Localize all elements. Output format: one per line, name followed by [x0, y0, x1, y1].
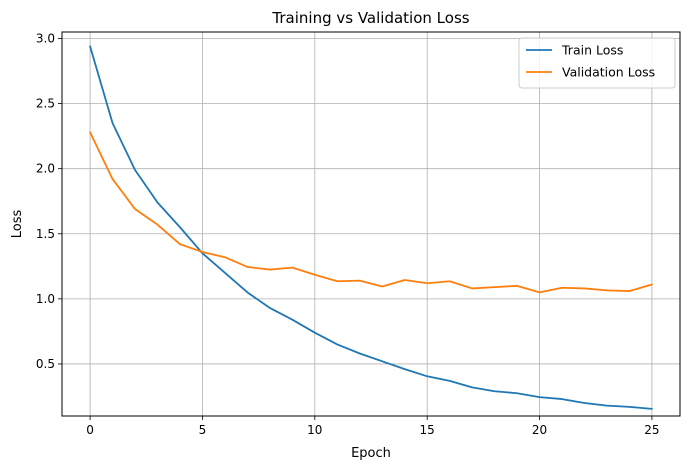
grid-lines: [62, 32, 680, 416]
plot-frame: [61, 31, 681, 417]
x-tick-label: 5: [199, 423, 207, 437]
y-tick-label: 3.0: [36, 32, 55, 46]
x-axis-ticks: 0 5 10 15 20 25: [86, 416, 660, 437]
legend-label-validation-loss: Validation Loss: [562, 65, 655, 80]
x-tick-label: 0: [86, 423, 94, 437]
legend-label-train-loss: Train Loss: [561, 43, 623, 58]
x-tick-label: 15: [420, 423, 435, 437]
y-tick-label: 1.5: [36, 227, 55, 241]
series-lines: [89, 45, 653, 410]
y-axis-ticks: 0.5 1.0 1.5 2.0 2.5 3.0: [36, 32, 62, 371]
legend: Train Loss Validation Loss: [518, 37, 676, 89]
y-tick-label: 0.5: [36, 357, 55, 371]
y-tick-label: 2.5: [36, 97, 55, 111]
y-tick-label: 1.0: [36, 292, 55, 306]
legend-box: [518, 37, 676, 89]
x-tick-label: 10: [307, 423, 322, 437]
y-tick-label: 2.0: [36, 162, 55, 176]
series-line-validation-loss: [89, 131, 653, 294]
x-tick-label: 25: [644, 423, 659, 437]
x-tick-label: 20: [532, 423, 547, 437]
chart-title: Training vs Validation Loss: [271, 9, 469, 27]
x-axis-label: Epoch: [351, 446, 391, 461]
series-line-train-loss: [89, 45, 653, 410]
y-axis-label: Loss: [10, 210, 25, 239]
